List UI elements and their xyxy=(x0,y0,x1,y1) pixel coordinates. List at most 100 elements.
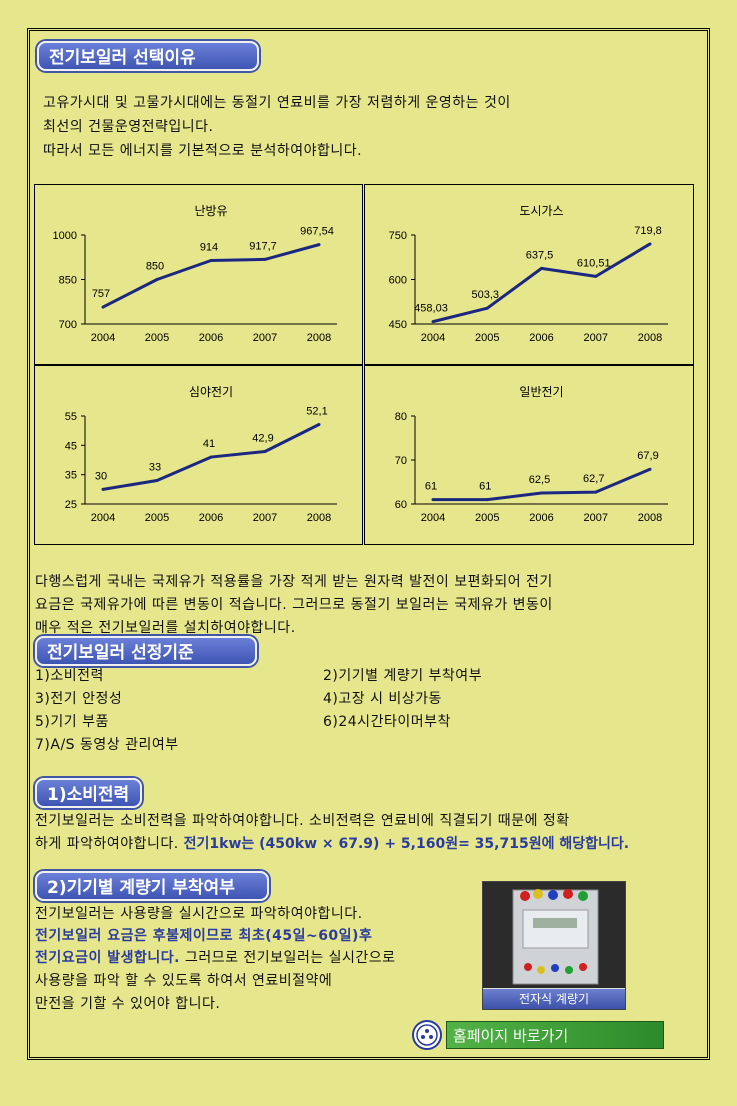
x-tick-label: 2004 xyxy=(421,512,445,524)
data-label: 967,54 xyxy=(300,226,334,238)
data-point xyxy=(209,259,213,263)
chart-title: 심야전기 xyxy=(189,385,233,399)
data-label: 458,03 xyxy=(414,303,448,315)
criteria-item-2: 2)기기별 계량기 부착여부 xyxy=(323,668,483,684)
data-label: 62,7 xyxy=(583,473,604,485)
x-tick-label: 2008 xyxy=(307,512,331,524)
data-point xyxy=(594,490,598,494)
x-tick-label: 2005 xyxy=(145,512,169,524)
criteria-item-5: 5)기기 부품 xyxy=(35,714,109,730)
data-point xyxy=(540,491,543,495)
y-tick-label: 450 xyxy=(389,319,407,331)
data-label: 757 xyxy=(92,288,110,300)
chart-heating-oil: 난방유 700 850 1000 2004 2005 2006 2007 2008 757 850 9… xyxy=(34,184,363,365)
para2-line-3: 매우 적은 전기보일러를 설치하여야합니다. xyxy=(35,620,296,636)
power-formula: 전기1kw는 (450kw × 67.9) + 5,160원= 35,715원에… xyxy=(183,836,630,852)
data-point xyxy=(431,498,435,502)
data-point xyxy=(540,266,543,270)
meter-photo: 전자식 계량기 xyxy=(482,881,626,1010)
x-tick-label: 2007 xyxy=(584,512,608,524)
criteria-item-4: 4)고장 시 비상가동 xyxy=(323,691,442,707)
data-label: 61 xyxy=(479,481,491,493)
chart-general-electricity: 일반전기 60 70 80 2004 2005 2006 2007 2008 61 61 62,5 62… xyxy=(364,365,694,545)
home-icon xyxy=(412,1020,442,1050)
data-label: 637,5 xyxy=(526,249,554,261)
meter-line-3-highlight: 전기요금이 발생합니다. xyxy=(35,950,180,966)
criteria-item-1: 1)소비전력 xyxy=(35,668,104,684)
home-link[interactable]: 홈페이지 바로가기 xyxy=(412,1019,666,1052)
data-point xyxy=(431,320,435,324)
data-point xyxy=(317,423,321,427)
meter-line-5: 만전을 기할 수 있어야 합니다. xyxy=(35,996,221,1012)
data-point xyxy=(317,243,321,247)
power-line-1: 전기보일러는 소비전력을 파악하여야합니다. 소비전력은 연료비에 직결되기 때… xyxy=(35,813,570,829)
section-title-meter: 2)기기별 계량기 부착여부 xyxy=(35,871,269,901)
chart-svg: 일반전기 60 70 80 2004 2005 2006 2007 2008 61 61 62,5 62… xyxy=(395,385,668,524)
y-tick-label: 850 xyxy=(59,275,77,287)
x-tick-label: 2007 xyxy=(253,332,277,344)
chart-night-electricity: 심야전기 25 35 45 55 2004 2005 2006 2007 2008 30 33 41 42… xyxy=(34,365,363,545)
data-label: 719,8 xyxy=(634,225,662,237)
data-label: 914 xyxy=(200,242,218,254)
y-tick-label: 1000 xyxy=(53,230,77,242)
meter-device-image xyxy=(483,882,625,992)
page-frame xyxy=(27,28,710,1060)
y-tick-label: 60 xyxy=(395,499,407,511)
y-tick-label: 25 xyxy=(65,499,77,511)
data-point xyxy=(101,305,105,309)
data-point xyxy=(485,306,489,310)
data-label: 610,51 xyxy=(577,257,611,269)
x-tick-label: 2008 xyxy=(307,332,331,344)
data-label: 30 xyxy=(95,470,107,482)
data-point xyxy=(485,498,489,502)
chart-title: 일반전기 xyxy=(519,385,563,399)
data-label: 917,7 xyxy=(249,240,277,252)
meter-line-3: 전기요금이 발생합니다. 그러므로 전기보일러는 실시간으로 xyxy=(35,947,396,967)
photo-caption: 전자식 계량기 xyxy=(483,988,625,1009)
x-tick-label: 2006 xyxy=(529,512,553,524)
meter-line-1: 전기보일러는 사용량을 실시간으로 파악하여야합니다. xyxy=(35,906,363,922)
data-label: 850 xyxy=(146,261,164,273)
intro-line-3: 따라서 모든 에너지를 기본적으로 분석하여야합니다. xyxy=(43,143,363,159)
section-title-reason: 전기보일러 선택이유 xyxy=(37,41,259,71)
chart-city-gas: 도시가스 450 600 750 2004 2005 2006 2007 2008 458,03 5… xyxy=(364,184,694,365)
data-label: 67,9 xyxy=(637,450,658,462)
section-title-power: 1)소비전력 xyxy=(35,778,142,808)
chart-title: 도시가스 xyxy=(519,204,563,218)
y-tick-label: 750 xyxy=(389,230,407,242)
data-point xyxy=(594,274,598,278)
meter-line-2: 전기보일러 요금은 후불제이므로 최초(45일~60일)후 xyxy=(35,928,373,944)
y-tick-label: 35 xyxy=(65,470,77,482)
section-title-criteria: 전기보일러 선정기준 xyxy=(35,636,257,666)
home-link-label[interactable]: 홈페이지 바로가기 xyxy=(446,1021,664,1049)
chart-svg: 난방유 700 850 1000 2004 2005 2006 2007 2008 757 850 9… xyxy=(53,204,337,344)
intro-line-2: 최선의 건물운영전략입니다. xyxy=(43,119,214,135)
data-point xyxy=(209,455,213,459)
power-line-2: 하게 파악하여야합니다. 전기1kw는 (450kw × 67.9) + 5,1… xyxy=(35,833,629,853)
intro-line-1: 고유가시대 및 고물가시대에는 동절기 연료비를 가장 저렴하게 운영하는 것이 xyxy=(43,95,511,111)
y-tick-label: 55 xyxy=(65,411,77,423)
data-point xyxy=(263,449,267,453)
x-tick-label: 2004 xyxy=(91,332,115,344)
power-line-2-text: 하게 파악하여야합니다. xyxy=(35,836,179,852)
data-point xyxy=(648,242,652,246)
y-tick-label: 700 xyxy=(59,319,77,331)
chart-svg: 도시가스 450 600 750 2004 2005 2006 2007 2008 458,03 5… xyxy=(389,204,668,344)
series-line xyxy=(102,243,320,309)
para2-line-2: 요금은 국제유가에 따른 변동이 적습니다. 그러므로 동절기 보일러는 국제유… xyxy=(35,597,553,613)
x-tick-label: 2008 xyxy=(638,512,662,524)
y-tick-label: 80 xyxy=(395,411,407,423)
criteria-item-7: 7)A/S 동영상 관리여부 xyxy=(35,737,179,753)
x-tick-label: 2005 xyxy=(475,512,499,524)
data-point xyxy=(155,278,159,281)
y-tick-label: 600 xyxy=(389,275,407,287)
meter-line-4: 사용량을 파악 할 수 있도록 하여서 연료비절약에 xyxy=(35,973,333,989)
x-tick-label: 2006 xyxy=(529,332,553,344)
data-label: 52,1 xyxy=(306,406,327,418)
x-tick-label: 2007 xyxy=(253,512,277,524)
data-label: 503,3 xyxy=(471,289,499,301)
criteria-item-3: 3)전기 안정성 xyxy=(35,691,123,707)
x-tick-label: 2005 xyxy=(475,332,499,344)
data-label: 42,9 xyxy=(252,432,273,444)
x-tick-label: 2008 xyxy=(638,332,662,344)
